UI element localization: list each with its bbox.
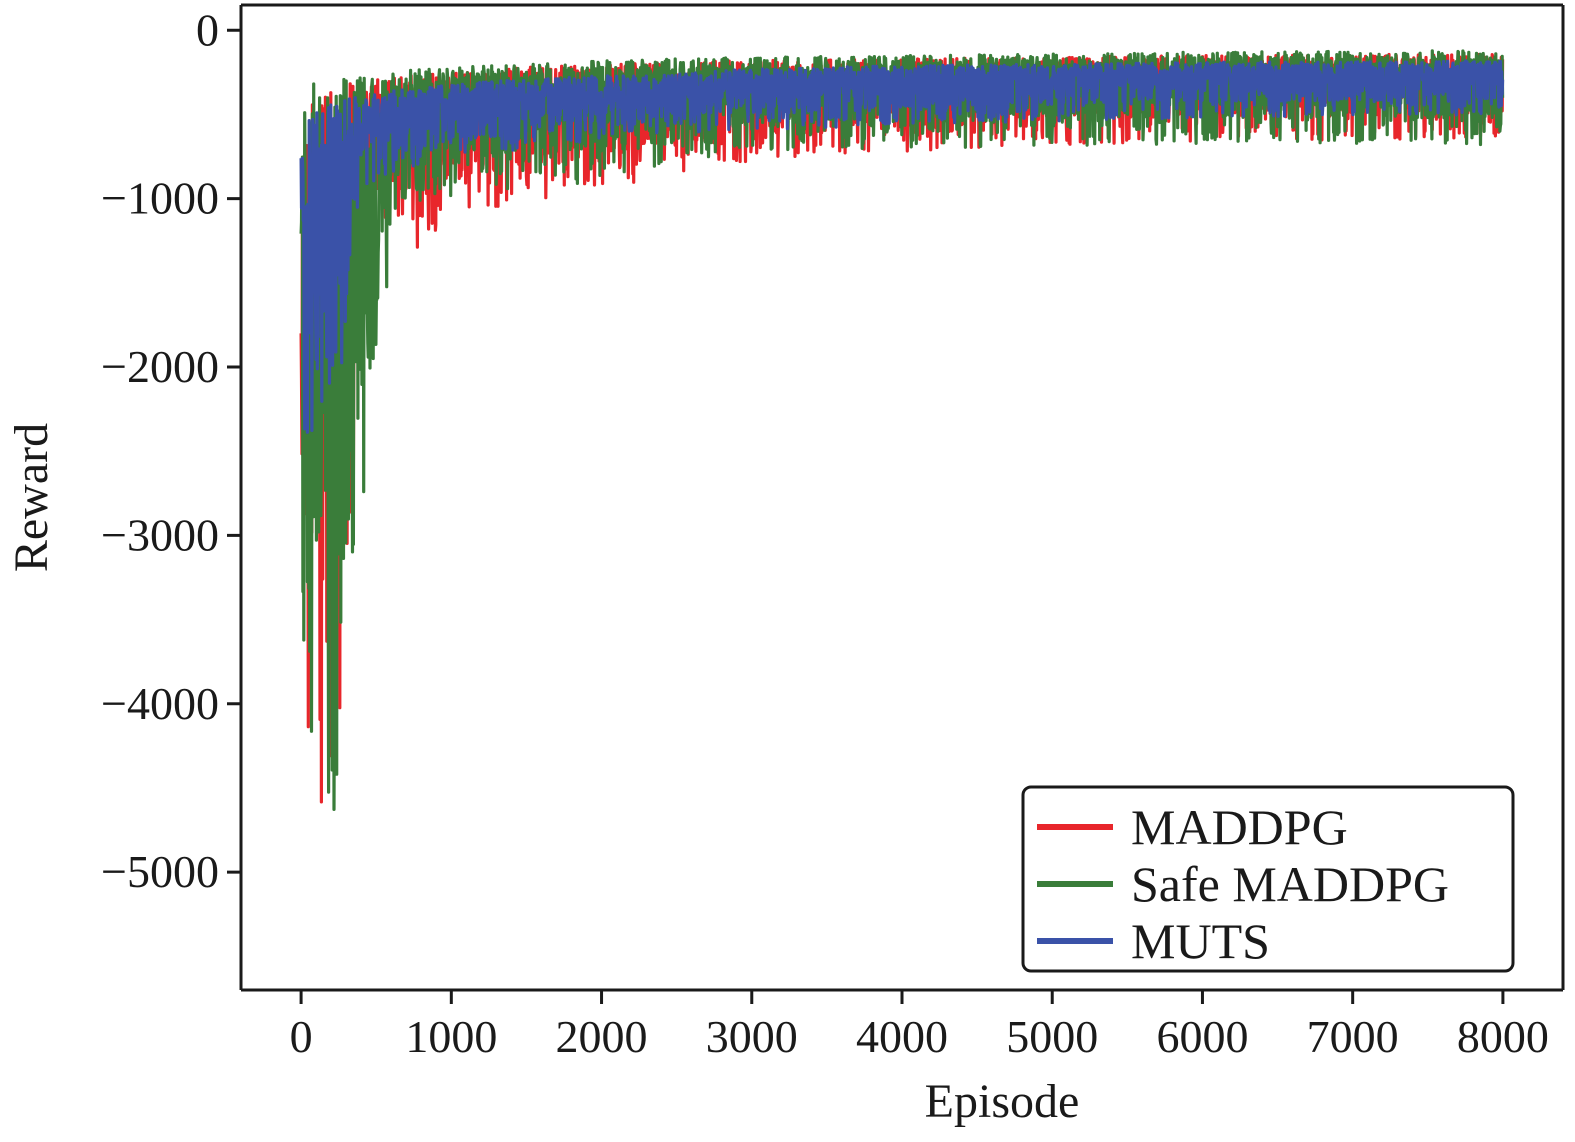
ticks-layer: 0 1000 2000 3000 4000 5000 6000 7000 8000 0 −1000 −… — [101, 4, 1549, 1062]
x-tick-label: 5000 — [1006, 1011, 1098, 1062]
series-line-muts — [299, 59, 1505, 434]
y-tick-label: 0 — [196, 4, 219, 55]
y-axis-label: Reward — [5, 423, 58, 572]
axes-layer — [239, 3, 1565, 992]
x-tick-label: 3000 — [706, 1011, 798, 1062]
x-axis-label: Episode — [925, 1075, 1080, 1128]
x-tick-label: 7000 — [1307, 1011, 1399, 1062]
x-tick-label: 2000 — [556, 1011, 648, 1062]
y-tick-label: −1000 — [101, 173, 219, 224]
legend-box — [1021, 785, 1515, 973]
series-layer — [299, 49, 1505, 812]
legend-label: MUTS — [1131, 913, 1270, 969]
y-tick-label: −2000 — [101, 341, 219, 392]
x-tick-label: 6000 — [1156, 1011, 1248, 1062]
y-tick-label: −3000 — [101, 509, 219, 560]
x-tick-label: 4000 — [856, 1011, 948, 1062]
legend-label: Safe MADDPG — [1131, 856, 1449, 912]
y-tick-label: −5000 — [101, 846, 219, 897]
legend-label: MADDPG — [1131, 799, 1348, 855]
x-tick-label: 0 — [290, 1011, 313, 1062]
x-tick-label: 1000 — [405, 1011, 497, 1062]
y-tick-label: −4000 — [101, 678, 219, 729]
x-tick-label: 8000 — [1457, 1011, 1549, 1062]
